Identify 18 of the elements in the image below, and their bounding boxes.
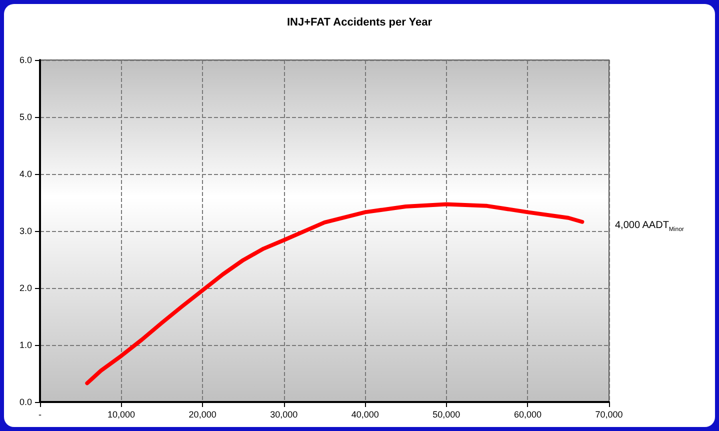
y-tick-label: 3.0 xyxy=(19,226,32,236)
x-tick-label: 20,000 xyxy=(188,410,216,420)
x-tick-label: 30,000 xyxy=(270,410,298,420)
x-tick-label: 60,000 xyxy=(514,410,542,420)
y-tick-label: 2.0 xyxy=(19,283,32,293)
y-tick-label: 1.0 xyxy=(19,340,32,350)
x-tick-label: 70,000 xyxy=(595,410,623,420)
y-tick-label: 5.0 xyxy=(19,112,32,122)
x-tick-label: 50,000 xyxy=(432,410,460,420)
line-series xyxy=(85,202,584,386)
y-tick-label: 0.0 xyxy=(19,397,32,407)
y-tick-label: 4.0 xyxy=(19,169,32,179)
y-tick-label: 6.0 xyxy=(19,55,32,65)
x-tick-label: - xyxy=(38,410,42,420)
text: 4,000 AADT$_{Minor}$ xyxy=(615,220,684,235)
x-tick-label: 40,000 xyxy=(351,410,379,420)
chart-title: INJ+FAT Accidents per Year xyxy=(287,16,433,28)
x-tick-label: 10,000 xyxy=(108,410,136,420)
